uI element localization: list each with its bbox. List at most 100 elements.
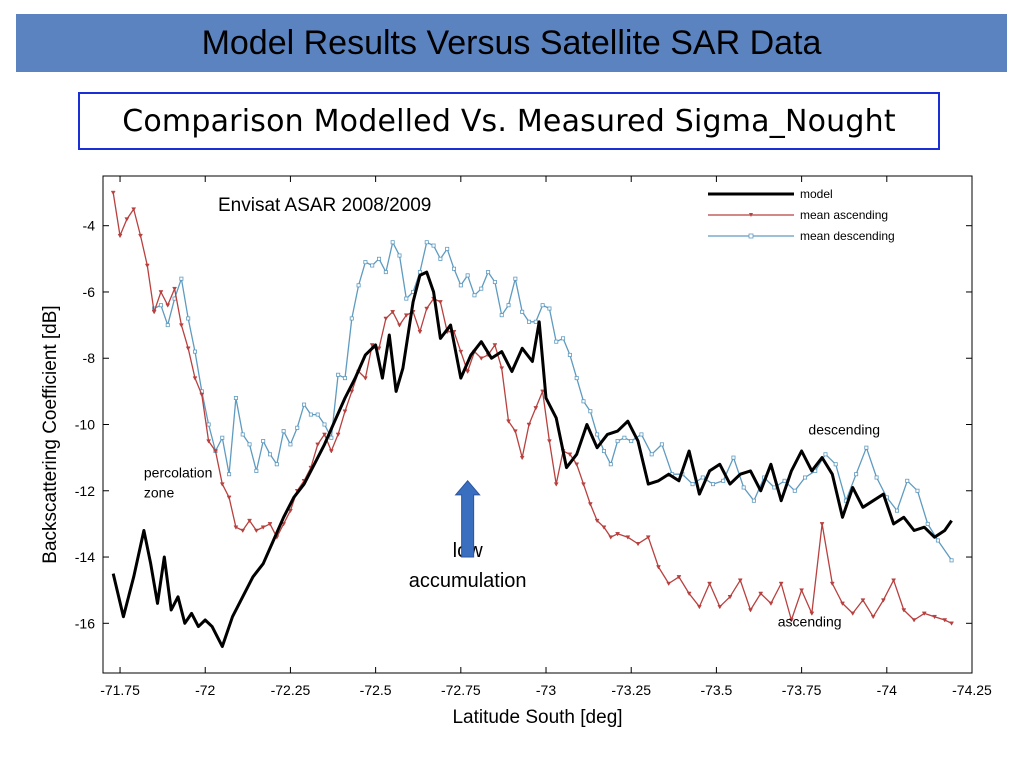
data-point bbox=[700, 475, 705, 480]
data-point bbox=[465, 273, 470, 278]
x-tick-label: -72 bbox=[195, 682, 215, 698]
data-point bbox=[376, 346, 382, 351]
x-tick-label: -74.25 bbox=[952, 682, 992, 698]
data-point bbox=[479, 286, 484, 291]
data-point bbox=[506, 419, 511, 424]
y-tick-label: -8 bbox=[83, 350, 96, 366]
x-axis-title: Latitude South [deg] bbox=[452, 707, 622, 728]
data-point bbox=[833, 462, 838, 467]
data-point bbox=[336, 372, 341, 377]
up-arrow-icon bbox=[454, 480, 481, 558]
data-point bbox=[227, 472, 232, 477]
data-point bbox=[377, 256, 382, 261]
data-point bbox=[772, 485, 777, 490]
legend-label: model bbox=[800, 187, 833, 201]
data-point bbox=[581, 399, 586, 404]
x-tick-label: -71.75 bbox=[100, 682, 140, 698]
data-point bbox=[561, 336, 566, 341]
data-point bbox=[895, 508, 900, 513]
data-point bbox=[659, 442, 664, 447]
data-point bbox=[574, 376, 579, 381]
data-point bbox=[748, 608, 753, 613]
data-point bbox=[526, 319, 531, 324]
data-point bbox=[540, 303, 545, 308]
data-point bbox=[158, 303, 163, 308]
data-point bbox=[911, 618, 917, 623]
data-point bbox=[949, 558, 954, 563]
legend-item: model bbox=[708, 187, 833, 201]
data-point bbox=[737, 578, 743, 583]
data-point bbox=[404, 296, 409, 301]
data-point bbox=[751, 498, 756, 503]
slide-title-bar: Model Results Versus Satellite SAR Data bbox=[16, 14, 1007, 72]
series-mean-descending bbox=[152, 240, 954, 563]
data-point bbox=[656, 565, 661, 570]
data-point bbox=[322, 422, 327, 427]
x-tick-label: -72.25 bbox=[271, 682, 311, 698]
axis-ticks: -71.75 -72 -72.25 -72.5 -72.75 -73 -73.25 -73.5… bbox=[75, 176, 992, 698]
data-point bbox=[574, 462, 580, 467]
data-point bbox=[253, 528, 259, 534]
data-point bbox=[711, 482, 716, 487]
data-point bbox=[915, 488, 920, 493]
data-point bbox=[758, 591, 764, 596]
data-point bbox=[390, 310, 396, 315]
y-tick-label: -6 bbox=[83, 284, 96, 300]
data-point bbox=[356, 283, 361, 288]
data-point bbox=[213, 449, 218, 454]
slide-subtitle-box: Comparison Modelled Vs. Measured Sigma_N… bbox=[78, 92, 940, 150]
data-point bbox=[622, 435, 627, 440]
data-point bbox=[492, 280, 497, 285]
data-point bbox=[567, 452, 573, 457]
annotation-label: zone bbox=[144, 484, 175, 500]
data-point bbox=[696, 604, 702, 610]
data-point bbox=[424, 240, 429, 245]
data-point bbox=[499, 366, 505, 371]
x-tick-label: -72.75 bbox=[441, 682, 481, 698]
data-point bbox=[686, 591, 692, 596]
data-point bbox=[117, 233, 123, 239]
y-axis-title: Backscattering Coefficient [dB] bbox=[40, 305, 61, 563]
data-point bbox=[581, 482, 586, 487]
annotation-label: accumulation bbox=[409, 570, 527, 592]
y-tick-label: -14 bbox=[75, 549, 95, 565]
data-point bbox=[288, 508, 293, 514]
data-point bbox=[601, 525, 607, 530]
data-point bbox=[397, 323, 402, 328]
data-point bbox=[349, 389, 355, 394]
data-point bbox=[891, 578, 897, 583]
data-point bbox=[458, 283, 463, 288]
data-point bbox=[315, 442, 321, 447]
data-point bbox=[465, 369, 471, 374]
data-point bbox=[639, 432, 644, 437]
data-point bbox=[935, 538, 940, 543]
legend-item: mean ascending bbox=[708, 208, 888, 222]
data-point bbox=[506, 303, 511, 308]
data-point bbox=[778, 581, 784, 587]
data-point bbox=[199, 392, 205, 398]
data-point bbox=[370, 263, 375, 268]
data-point bbox=[247, 442, 252, 447]
data-point bbox=[649, 452, 654, 457]
data-point bbox=[905, 478, 910, 483]
data-point bbox=[595, 432, 600, 437]
data-point bbox=[925, 521, 930, 526]
data-point bbox=[717, 604, 723, 610]
legend-marker bbox=[748, 233, 754, 239]
data-point bbox=[193, 349, 198, 354]
data-point bbox=[860, 598, 866, 603]
data-point bbox=[281, 429, 286, 434]
y-tick-label: -12 bbox=[75, 483, 95, 499]
data-point bbox=[240, 528, 246, 534]
data-point bbox=[788, 618, 794, 623]
slide-subtitle: Comparison Modelled Vs. Measured Sigma_N… bbox=[122, 103, 896, 139]
data-point bbox=[185, 346, 191, 351]
data-point bbox=[601, 449, 606, 454]
legend-marker bbox=[749, 213, 753, 217]
data-point bbox=[165, 323, 170, 328]
x-tick-label: -74 bbox=[877, 682, 897, 698]
data-point bbox=[233, 395, 238, 400]
data-point bbox=[322, 432, 327, 437]
chart-title: Envisat ASAR 2008/2009 bbox=[218, 195, 431, 216]
data-point bbox=[349, 316, 354, 321]
